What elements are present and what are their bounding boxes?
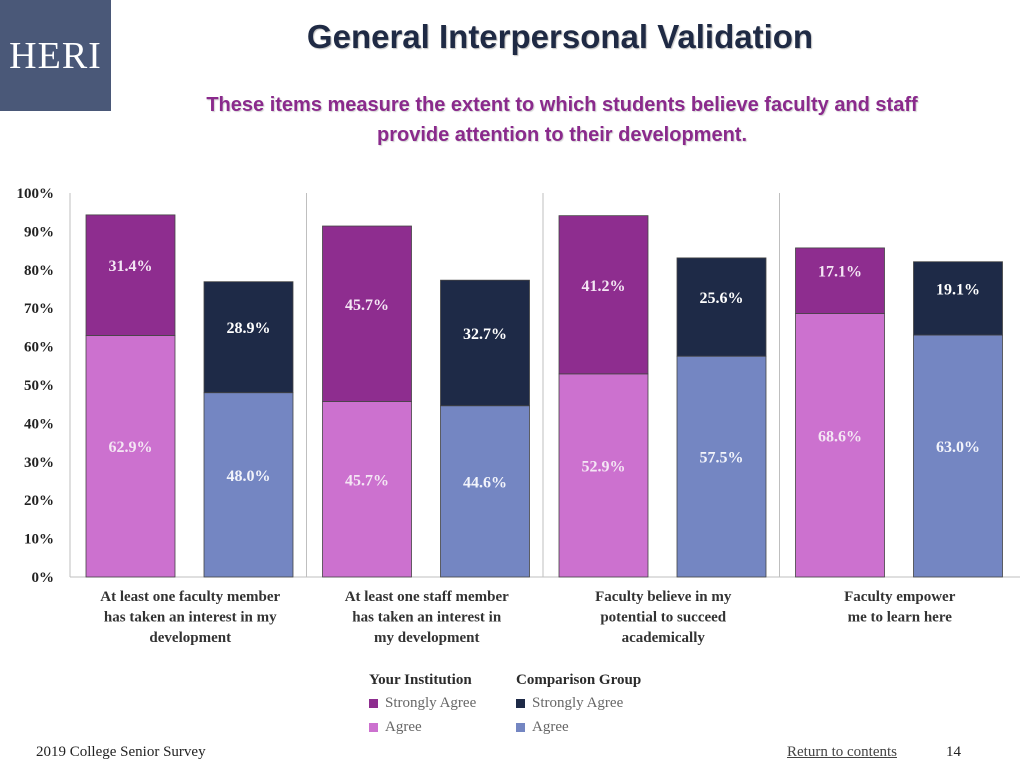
page-title: General Interpersonal Validation	[306, 18, 814, 55]
return-to-contents-link[interactable]: Return to contents	[787, 744, 897, 760]
data-label-institution-strongly-agree: 31.4%	[109, 258, 153, 275]
y-tick-label: 50%	[24, 378, 54, 394]
y-tick-label: 30%	[24, 455, 54, 471]
data-label-comparison-agree: 57.5%	[700, 450, 744, 467]
x-category-label: my development	[374, 630, 479, 646]
data-label-comparison-strongly-agree: 32.7%	[463, 326, 507, 343]
data-label-institution-agree: 45.7%	[345, 472, 389, 489]
survey-name: 2019 College Senior Survey	[36, 744, 206, 760]
x-category-label: Faculty believe in my	[595, 589, 732, 605]
data-label-comparison-strongly-agree: 19.1%	[936, 281, 980, 298]
y-tick-label: 40%	[24, 416, 54, 432]
x-category-label: has taken an interest in	[352, 610, 502, 626]
bar-institution-agree	[558, 373, 649, 578]
y-tick-label: 10%	[24, 532, 54, 548]
bar-institution-strongly-agree	[322, 225, 412, 402]
data-label-institution-strongly-agree: 41.2%	[582, 278, 626, 295]
x-category-label: academically	[622, 630, 706, 646]
x-category-label: has taken an interest in my	[104, 610, 277, 626]
y-tick-label: 90%	[24, 224, 54, 240]
legend-label-comp-agree: Agree	[532, 719, 569, 735]
legend-swatch-comp-agree	[516, 723, 525, 732]
y-tick-label: 80%	[24, 263, 54, 279]
legend-title-comparison: Comparison Group	[516, 672, 642, 688]
subtitle-line-2: provide attention to their development.	[376, 124, 748, 146]
data-label-institution-agree: 68.6%	[818, 428, 862, 445]
data-label-comparison-agree: 44.6%	[463, 474, 507, 491]
bar-comparison-strongly-agree	[440, 279, 530, 407]
x-category-label: Faculty empower	[844, 589, 956, 605]
legend-swatch-inst-strongly	[369, 699, 378, 708]
bar-institution-strongly-agree	[558, 215, 649, 375]
legend-item-inst-strongly: Strongly Agree	[369, 695, 476, 712]
x-category-label: potential to succeed	[600, 610, 726, 626]
data-label-institution-agree: 52.9%	[582, 458, 626, 475]
legend-title-institution: Your Institution	[369, 672, 472, 688]
legend-item-comp-agree: Agree	[516, 719, 569, 736]
bar-comparison-agree	[913, 334, 1003, 578]
bar-institution-agree	[85, 335, 176, 578]
bar-comparison-agree	[440, 405, 530, 578]
page-number: 14	[946, 744, 961, 760]
subtitle-line-1: These items measure the extent to which …	[206, 94, 918, 116]
legend-label-comp-strongly: Strongly Agree	[532, 695, 624, 711]
bar-comparison-strongly-agree	[203, 281, 294, 394]
legend-item-inst-agree: Agree	[369, 719, 422, 736]
bar-comparison-strongly-agree	[676, 257, 767, 357]
bar-comparison-strongly-agree	[913, 261, 1003, 336]
bar-institution-agree	[322, 401, 412, 578]
legend-swatch-inst-agree	[369, 723, 378, 732]
bar-comparison-agree	[676, 355, 767, 578]
y-tick-label: 60%	[24, 340, 54, 356]
x-category-label: development	[149, 630, 231, 646]
bar-institution-agree	[795, 313, 885, 578]
legend-swatch-comp-strongly	[516, 699, 525, 708]
x-category-label: me to learn here	[848, 610, 953, 626]
y-tick-label: 100%	[17, 186, 55, 202]
data-label-institution-strongly-agree: 45.7%	[345, 297, 389, 314]
x-category-label: At least one faculty member	[100, 589, 280, 605]
data-label-institution-strongly-agree: 17.1%	[818, 264, 862, 281]
data-label-comparison-strongly-agree: 25.6%	[700, 290, 744, 307]
x-category-label: At least one staff member	[345, 589, 509, 605]
logo-text: HERI	[9, 34, 102, 77]
legend-label-inst-agree: Agree	[385, 719, 422, 735]
y-tick-label: 0%	[32, 570, 55, 586]
heri-logo: HERI	[0, 0, 111, 111]
data-label-comparison-agree: 48.0%	[227, 468, 271, 485]
y-tick-label: 70%	[24, 301, 54, 317]
page-subtitle: These items measure the extent to which …	[130, 90, 994, 150]
data-label-comparison-strongly-agree: 28.9%	[227, 320, 271, 337]
data-label-institution-agree: 62.9%	[109, 439, 153, 456]
legend-item-comp-strongly: Strongly Agree	[516, 695, 623, 712]
bar-institution-strongly-agree	[795, 247, 885, 314]
legend-label-inst-strongly: Strongly Agree	[385, 695, 477, 711]
bar-institution-strongly-agree	[85, 214, 176, 336]
y-tick-label: 20%	[24, 493, 54, 509]
bar-comparison-agree	[203, 392, 294, 578]
data-label-comparison-agree: 63.0%	[936, 439, 980, 456]
